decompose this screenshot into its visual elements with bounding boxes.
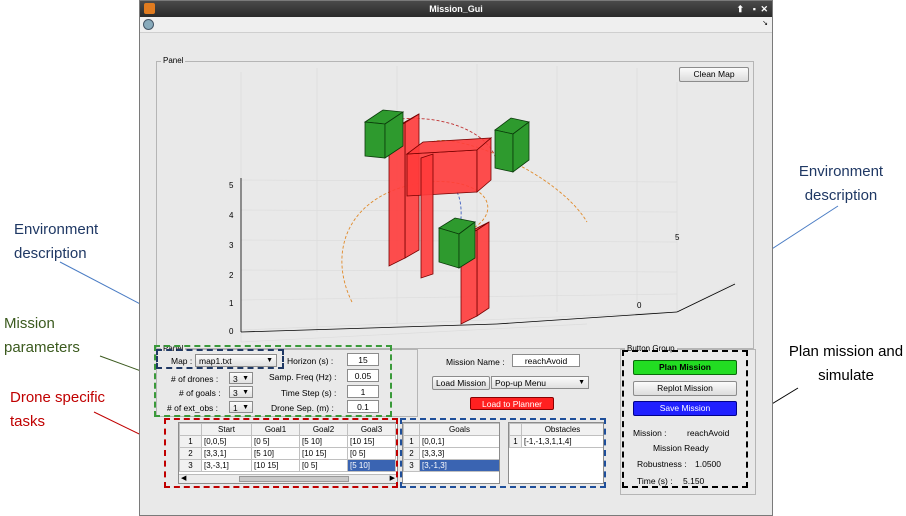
row-header: 1 bbox=[509, 435, 522, 448]
z-tick: 0 bbox=[229, 327, 234, 336]
table-cell[interactable]: [10 15] bbox=[251, 459, 300, 472]
table-cell[interactable]: [3,-1,3] bbox=[419, 459, 499, 472]
3d-plot[interactable]: 5 4 3 2 1 0 5 0 bbox=[157, 62, 753, 348]
mission-popup-value: Pop-up Menu bbox=[495, 378, 547, 388]
time-value: 5.150 bbox=[683, 476, 705, 486]
map-label: Map : bbox=[171, 356, 193, 366]
time-step-input[interactable]: 1 bbox=[347, 385, 379, 398]
mission-name-input[interactable]: reachAvoid bbox=[512, 354, 580, 367]
horizon-label: Horizon (s) : bbox=[287, 356, 334, 366]
plot-panel-title: Panel bbox=[161, 56, 186, 65]
mission-status-value: reachAvoid bbox=[687, 428, 730, 438]
highlight-map-box bbox=[156, 349, 284, 369]
y-tick: 5 bbox=[675, 233, 680, 242]
dock-arrow-icon[interactable]: ↘ bbox=[762, 20, 768, 27]
toolbar: ↘ bbox=[140, 17, 772, 33]
matlab-icon bbox=[144, 3, 155, 14]
mission-name-label: Mission Name : bbox=[446, 357, 505, 367]
obstacles-table[interactable]: Obstacles 1 [-1,-1,3,1,1,4] bbox=[508, 422, 604, 484]
mission-status-label: Mission : bbox=[633, 428, 667, 438]
restore-icon[interactable]: ▪ bbox=[752, 4, 756, 14]
drone-tasks-table[interactable]: Start Goal1 Goal2 Goal3 1 [0,0,5] [0 5] … bbox=[178, 422, 398, 484]
button-group-title: Button Group bbox=[625, 344, 677, 353]
highlight-drone-tasks-box bbox=[164, 418, 398, 488]
save-mission-button[interactable]: Save Mission bbox=[633, 401, 737, 416]
mission-ready-status: Mission Ready bbox=[653, 443, 709, 453]
horizon-input[interactable]: 15 bbox=[347, 353, 379, 366]
highlight-parameters-box bbox=[154, 345, 392, 417]
annotation-plan-simulate: Plan mission and simulate bbox=[788, 343, 904, 384]
column-header[interactable]: Goal3 bbox=[347, 423, 396, 436]
app-window: Mission_Gui ⬆ ▪ ✕ ↘ Panel Clean Map bbox=[139, 0, 773, 516]
drone-sep-input[interactable]: 0.1 bbox=[347, 400, 379, 413]
table-row: 2 [3,3,1] [5 10] [10 15] [0 5] bbox=[179, 447, 396, 460]
z-tick: 2 bbox=[229, 271, 234, 280]
time-label: Time (s) : bbox=[637, 476, 673, 486]
annotation-mission-parameters: Mission parameters bbox=[4, 315, 80, 356]
chevron-down-icon: ▼ bbox=[266, 357, 273, 364]
ext-obs-label: # of ext_obs : bbox=[167, 403, 219, 413]
drone-sep-label: Drone Sep. (m) : bbox=[271, 403, 334, 413]
column-header[interactable]: Goal1 bbox=[251, 423, 300, 436]
table-cell[interactable]: [5 10] bbox=[347, 459, 396, 472]
goals-select[interactable]: 3 ▼ bbox=[229, 386, 253, 398]
robustness-value: 1.0500 bbox=[695, 459, 721, 469]
column-header[interactable]: Start bbox=[201, 423, 252, 436]
table-cell[interactable]: [0 5] bbox=[299, 459, 348, 472]
rotate-icon[interactable] bbox=[143, 19, 154, 30]
ext-obs-select-value: 1 bbox=[233, 403, 238, 413]
chevron-down-icon: ▼ bbox=[578, 379, 585, 386]
z-tick: 1 bbox=[229, 299, 234, 308]
scroll-left-icon[interactable]: ◀ bbox=[181, 475, 187, 482]
annotation-drone-tasks: Drone specific tasks bbox=[10, 389, 106, 430]
ext-obs-select[interactable]: 1 ▼ bbox=[229, 401, 253, 413]
z-tick: 3 bbox=[229, 241, 234, 250]
drones-select-value: 3 bbox=[233, 374, 238, 384]
drones-select[interactable]: 3 ▼ bbox=[229, 372, 253, 384]
chevron-down-icon: ▼ bbox=[242, 389, 249, 396]
goals-label: # of goals : bbox=[179, 388, 221, 398]
robustness-label: Robustness : bbox=[637, 459, 687, 469]
y-tick: 0 bbox=[637, 301, 642, 310]
chevron-down-icon: ▼ bbox=[242, 375, 249, 382]
table-row: 3 [3,-1,3] bbox=[403, 459, 499, 472]
mission-popup-select[interactable]: Pop-up Menu ▼ bbox=[491, 376, 589, 389]
replot-mission-button[interactable]: Replot Mission bbox=[633, 381, 737, 396]
z-tick: 4 bbox=[229, 211, 234, 220]
close-icon[interactable]: ✕ bbox=[760, 4, 768, 14]
highlight-environment-box bbox=[400, 418, 606, 488]
plan-mission-button[interactable]: Plan Mission bbox=[633, 360, 737, 375]
z-tick: 5 bbox=[229, 181, 234, 190]
clean-map-button[interactable]: Clean Map bbox=[679, 67, 749, 82]
plot-panel: Panel Clean Map 5 4 bbox=[156, 56, 754, 349]
button-group-panel: Button Group Plan Mission Replot Mission… bbox=[620, 344, 756, 495]
chevron-down-icon: ▼ bbox=[242, 404, 249, 411]
load-to-planner-button[interactable]: Load to Planner bbox=[470, 397, 554, 410]
goals-select-value: 3 bbox=[233, 388, 238, 398]
highlight-plan-box bbox=[622, 350, 748, 488]
goals-table[interactable]: Goals 1 [0,0,1] 2 [3,3,3] 3 [3,-1,3] bbox=[402, 422, 500, 484]
row-header: 3 bbox=[179, 459, 202, 472]
horizontal-scrollbar[interactable]: ◀ ▶ bbox=[179, 474, 397, 483]
maximize-icon[interactable]: ⬆ bbox=[736, 4, 744, 14]
settings-panel-title: Panel bbox=[161, 344, 186, 353]
window-title: Mission_Gui bbox=[429, 4, 483, 14]
table-cell[interactable]: [-1,-1,3,1,1,4] bbox=[521, 435, 603, 448]
table-row: 3 [3,-3,1] [10 15] [0 5] [5 10] bbox=[179, 459, 396, 472]
samp-freq-input[interactable]: 0.05 bbox=[347, 369, 379, 382]
drones-label: # of drones : bbox=[171, 374, 219, 384]
map-select[interactable]: map1.txt ▼ bbox=[195, 354, 277, 367]
samp-freq-label: Samp. Freq (Hz) : bbox=[269, 372, 337, 382]
scrollbar-thumb[interactable] bbox=[239, 476, 349, 482]
scroll-right-icon[interactable]: ▶ bbox=[389, 475, 395, 482]
annotation-environment-left: Environment description bbox=[14, 221, 99, 262]
annotation-environment-right: Environment description bbox=[798, 163, 884, 204]
time-step-label: Time Step (s) : bbox=[281, 388, 337, 398]
title-bar: Mission_Gui ⬆ ▪ ✕ bbox=[140, 1, 772, 17]
settings-panel: Panel Map : map1.txt ▼ # of drones : 3 ▼ #… bbox=[156, 344, 418, 417]
load-mission-button[interactable]: Load Mission bbox=[432, 376, 490, 390]
table-row: 1 [-1,-1,3,1,1,4] bbox=[509, 435, 603, 448]
map-select-value: map1.txt bbox=[199, 356, 232, 366]
